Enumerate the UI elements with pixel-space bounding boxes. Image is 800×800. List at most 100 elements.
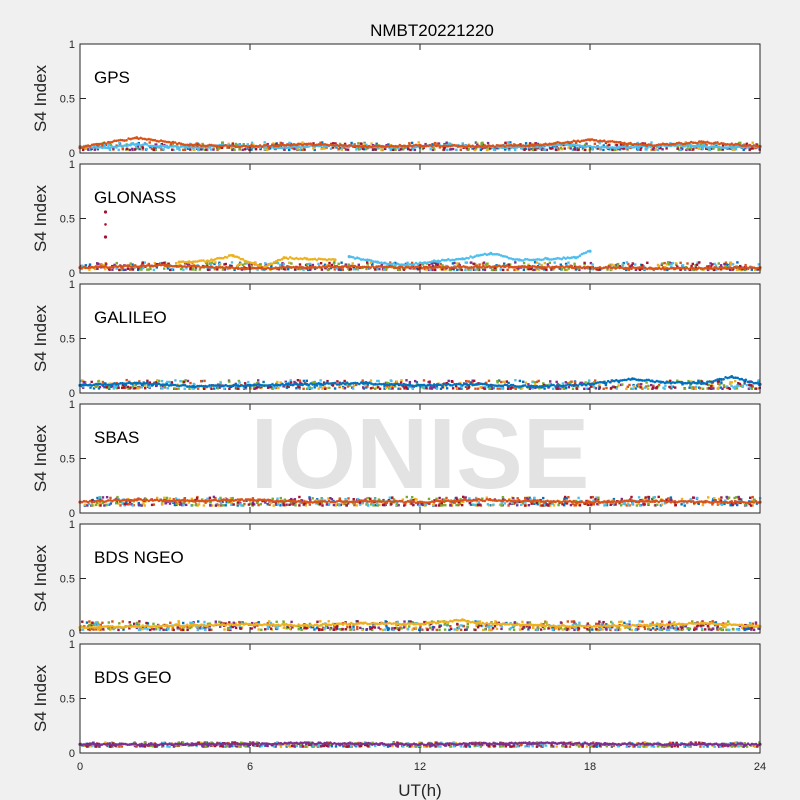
data-point [684,141,687,144]
data-point [266,148,269,151]
data-point [459,145,462,148]
data-point [477,144,481,148]
data-point [527,263,530,266]
data-point [533,381,537,384]
data-point [587,387,590,390]
data-point [722,142,725,145]
data-point [287,385,290,389]
data-point [119,268,122,272]
data-point [233,268,236,271]
data-point [695,263,699,266]
data-point [456,262,459,265]
data-point [562,141,565,145]
data-point [145,147,148,151]
data-point [371,262,374,265]
data-point [288,503,291,506]
data-point [251,261,254,265]
data-point [438,496,441,500]
data-point [388,262,391,266]
data-point [101,144,104,148]
data-point [138,265,141,269]
data-point [104,265,107,268]
data-point [572,143,576,146]
data-point [548,261,551,264]
data-point [431,268,434,272]
data-point [738,267,742,270]
data-point [648,266,651,270]
data-point [358,382,361,386]
data-point [546,263,549,266]
data-point [559,385,562,389]
data-point [88,383,92,387]
data-point [338,381,342,384]
data-point [282,256,286,260]
data-point [355,148,358,151]
data-point [311,144,315,147]
data-point [327,258,331,261]
data-point [297,142,300,146]
data-point [482,268,485,271]
data-point [461,144,464,148]
data-point [723,385,726,389]
data-point [192,382,195,386]
data-point [463,257,466,261]
data-point [285,146,288,149]
data-point [115,387,119,390]
data-point [539,266,542,269]
data-point [296,147,300,150]
data-point [514,379,517,382]
data-point [258,266,262,270]
data-point [309,382,313,385]
data-point [613,264,616,267]
data-point [312,142,315,145]
data-point [306,263,309,266]
data-point [342,386,345,390]
data-point [344,148,348,151]
data-point [358,148,361,151]
data-point [744,378,748,382]
data-point [271,383,274,386]
data-point [103,504,106,507]
data-point [513,258,517,261]
data-point [570,140,574,144]
data-point [384,145,387,148]
data-point [664,384,667,387]
data-point [449,503,452,506]
data-point [311,497,314,500]
data-point [490,268,494,272]
data-point [324,387,327,390]
data-point [585,142,588,145]
data-point [573,381,577,384]
data-point [287,268,290,271]
data-point [390,144,394,148]
data-point [155,264,159,267]
data-point [210,384,213,387]
data-point [587,503,590,507]
data-point [410,144,414,148]
data-point [591,147,594,151]
data-point [578,254,582,257]
data-point [137,381,140,385]
data-point [459,268,462,271]
data-point [179,260,183,264]
data-point [252,383,256,387]
data-point [319,262,323,265]
data-point [284,256,288,260]
data-point [252,143,255,146]
data-point [755,143,758,146]
data-point [232,503,235,506]
data-point [483,146,487,149]
data-point [258,146,262,149]
data-point [83,380,87,384]
data-point [195,142,198,145]
data-point [115,261,118,265]
data-point [127,137,130,140]
data-point [389,379,392,382]
data-point [325,146,328,149]
data-point [188,385,191,388]
data-point [414,265,418,269]
data-point [457,144,460,148]
data-point [574,256,578,260]
data-point [304,266,307,270]
data-point [209,504,212,507]
